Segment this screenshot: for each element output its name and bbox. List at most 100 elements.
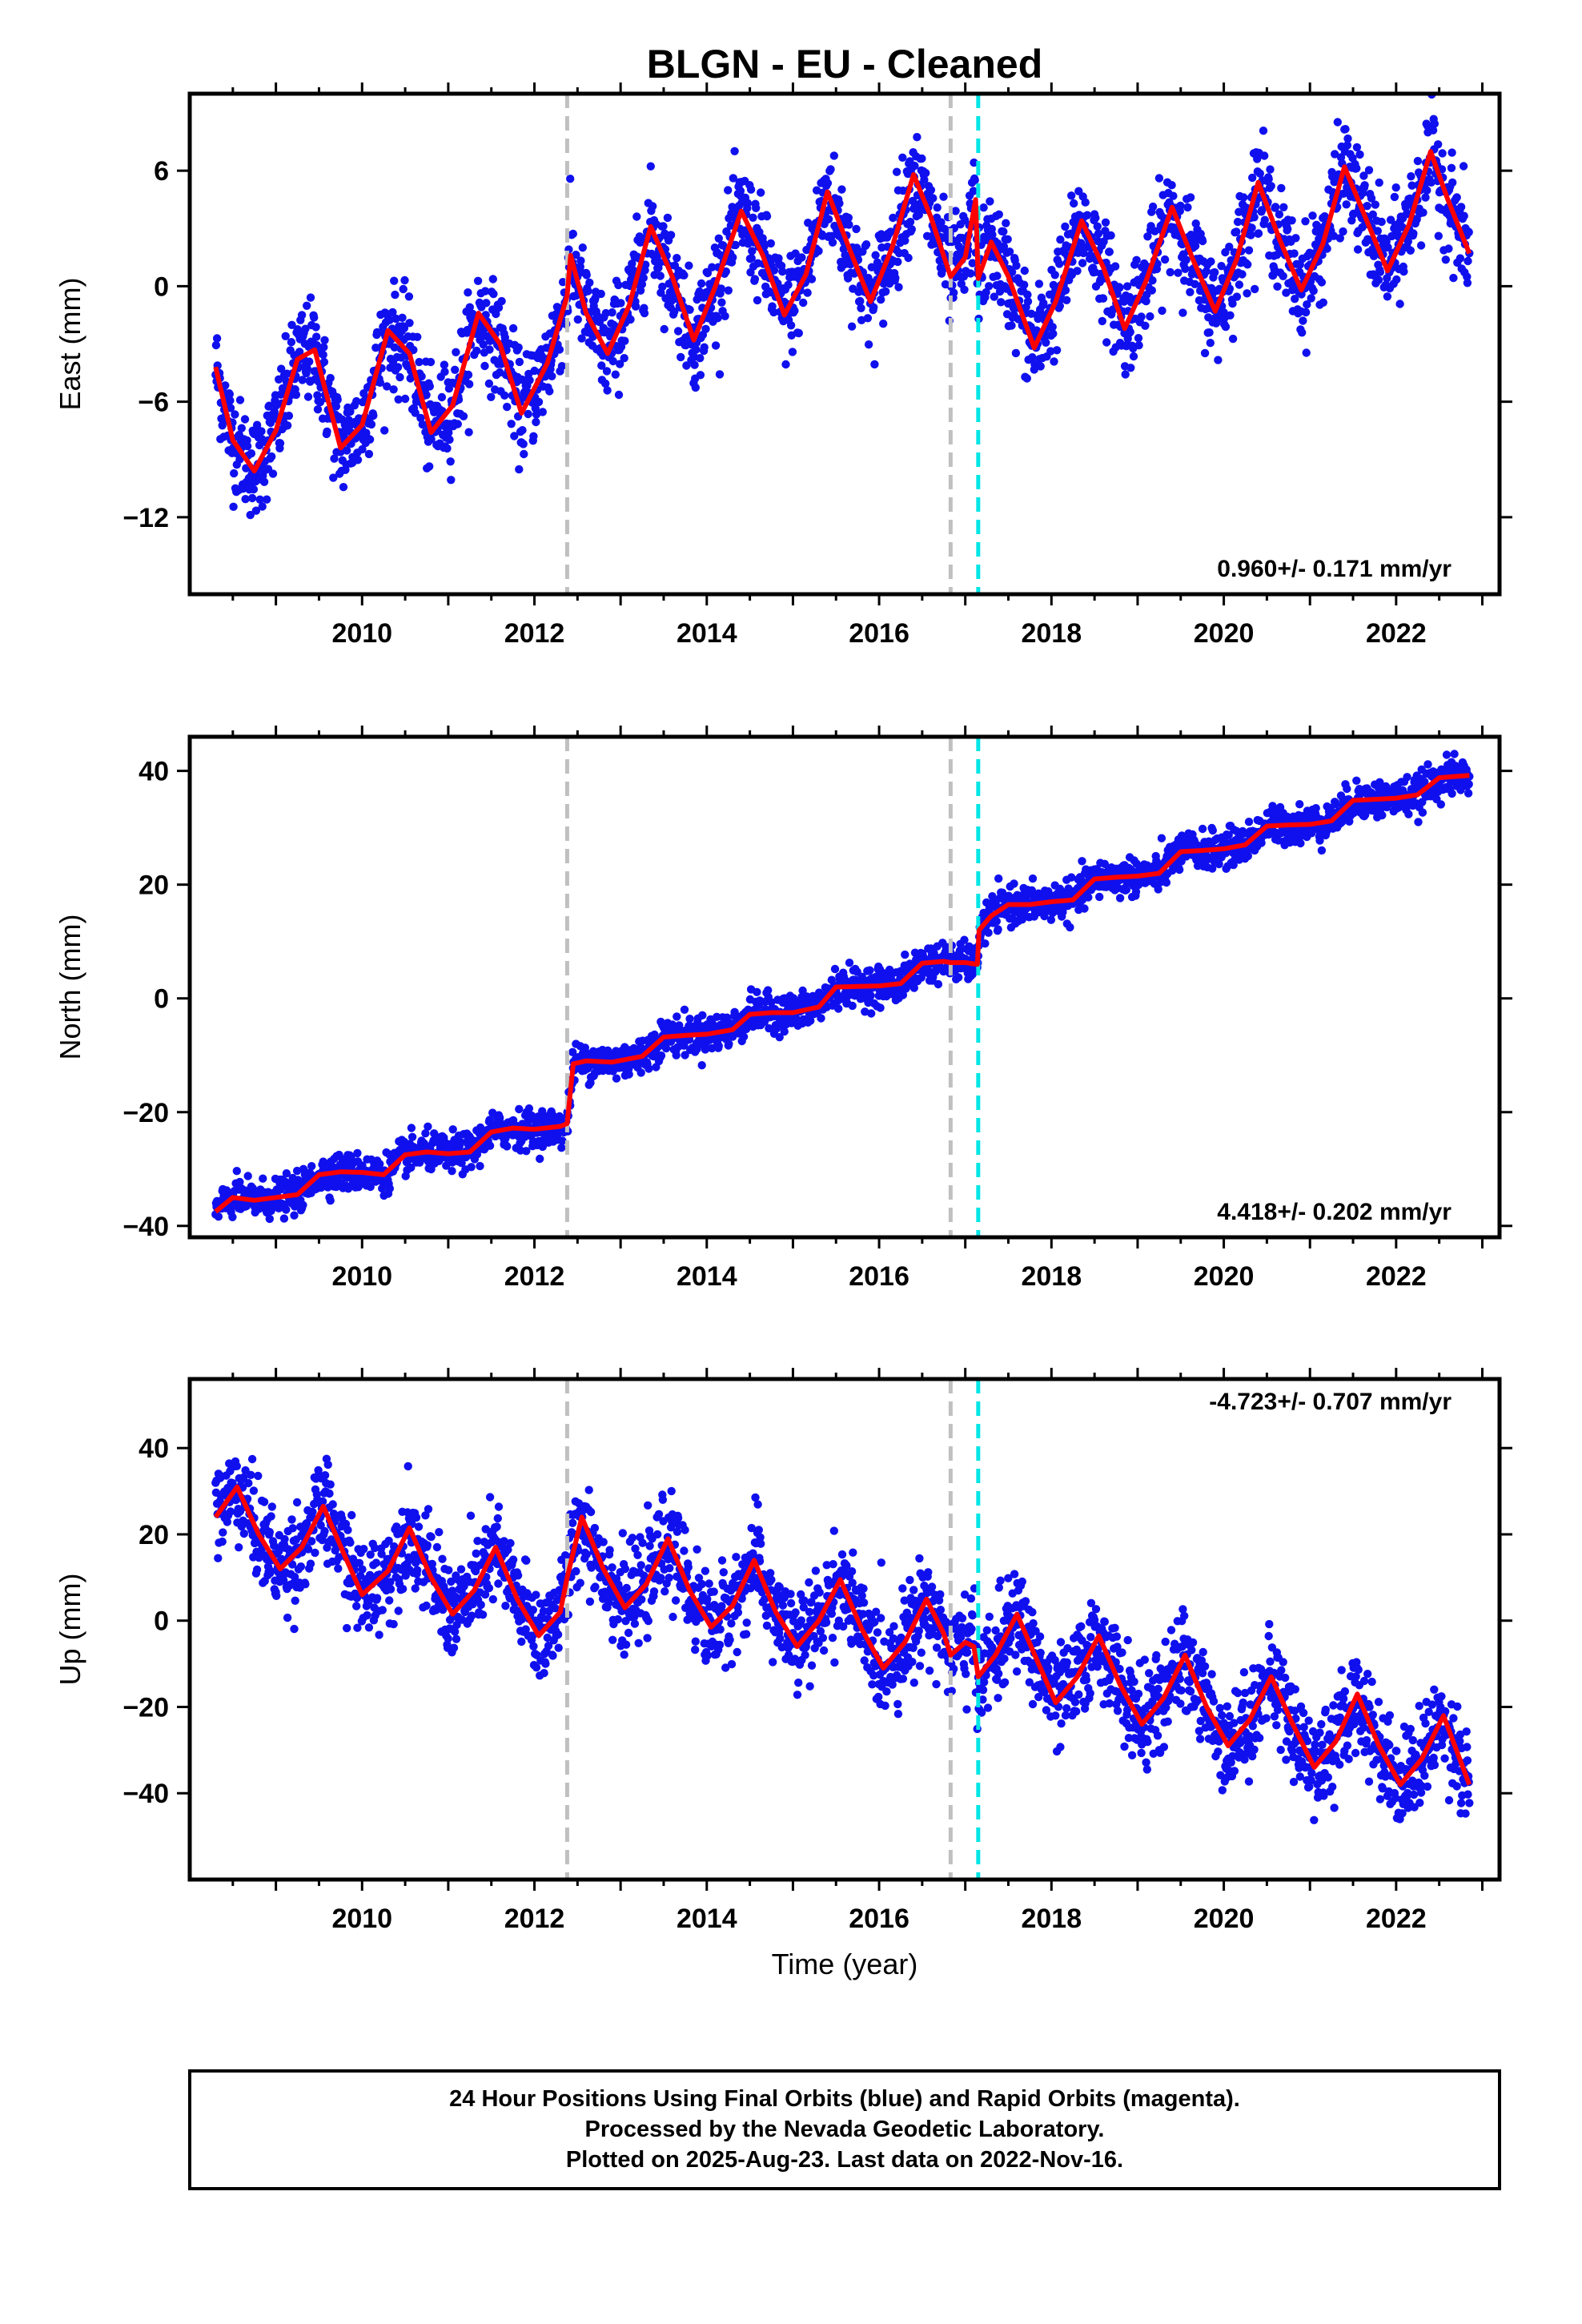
data-point xyxy=(291,390,301,400)
data-point xyxy=(444,428,453,437)
data-point xyxy=(226,396,235,405)
data-point xyxy=(999,227,1008,236)
data-point xyxy=(1094,229,1103,238)
data-point xyxy=(508,324,518,333)
data-point xyxy=(1073,267,1082,275)
data-point xyxy=(1067,873,1076,882)
data-point xyxy=(1102,338,1111,347)
data-point xyxy=(926,186,936,195)
data-point xyxy=(898,186,908,195)
data-point xyxy=(1191,279,1199,288)
data-point xyxy=(1132,255,1141,264)
data-point xyxy=(1459,162,1468,171)
data-point xyxy=(937,218,946,227)
data-point xyxy=(1198,236,1207,246)
data-point xyxy=(287,320,296,329)
data-point xyxy=(1333,118,1343,127)
data-point xyxy=(1010,879,1018,888)
data-point xyxy=(730,147,739,155)
data-point xyxy=(1395,300,1404,308)
data-point xyxy=(847,322,857,331)
data-point xyxy=(1448,178,1457,187)
data-point xyxy=(631,302,640,311)
data-point xyxy=(1122,282,1132,291)
data-point xyxy=(857,304,865,312)
data-point xyxy=(685,305,694,314)
data-point xyxy=(1093,222,1102,231)
data-point xyxy=(877,295,885,304)
data-point xyxy=(752,203,761,212)
data-point xyxy=(1427,80,1435,88)
data-point xyxy=(415,357,424,367)
data-point xyxy=(766,239,775,248)
data-point xyxy=(1122,885,1131,895)
x-tick-label: 2018 xyxy=(1021,618,1082,649)
data-point xyxy=(1176,201,1185,211)
data-point xyxy=(1181,264,1190,273)
data-point xyxy=(519,440,528,448)
data-point xyxy=(237,424,246,432)
data-point xyxy=(1244,817,1254,826)
data-point xyxy=(305,357,314,366)
data-point xyxy=(1317,278,1327,287)
data-point xyxy=(522,1147,531,1156)
data-point xyxy=(367,420,376,429)
data-point xyxy=(960,935,969,944)
data-point xyxy=(301,324,310,333)
data-point xyxy=(1233,217,1243,227)
data-point xyxy=(1146,312,1154,321)
data-point xyxy=(982,287,990,297)
data-point xyxy=(529,432,538,440)
data-point xyxy=(1205,328,1214,337)
data-point xyxy=(371,344,380,352)
data-point xyxy=(812,186,821,195)
data-point xyxy=(555,345,564,354)
data-point xyxy=(1126,328,1134,336)
data-point xyxy=(614,280,623,290)
data-point xyxy=(1449,273,1458,283)
data-point xyxy=(714,234,723,243)
data-point xyxy=(767,998,776,1007)
data-point xyxy=(901,236,909,245)
data-point xyxy=(416,413,425,423)
data-point xyxy=(277,364,286,373)
data-point xyxy=(1375,178,1383,187)
data-point xyxy=(1148,276,1157,285)
data-point xyxy=(1081,198,1090,207)
data-point xyxy=(464,428,473,436)
data-point xyxy=(464,370,473,380)
data-point xyxy=(407,1163,416,1172)
data-point xyxy=(385,1184,394,1193)
data-point xyxy=(557,362,567,371)
data-point xyxy=(1367,194,1376,203)
data-point xyxy=(1464,256,1472,266)
data-point xyxy=(214,1212,223,1221)
data-point xyxy=(1374,275,1383,284)
data-point xyxy=(1341,125,1350,134)
data-point xyxy=(388,308,397,317)
data-point xyxy=(425,382,434,391)
data-point xyxy=(981,939,990,948)
data-point xyxy=(844,213,853,223)
data-point xyxy=(939,192,948,201)
y-tick-label: −6 xyxy=(138,388,169,418)
data-point xyxy=(731,240,740,250)
data-point xyxy=(970,158,978,167)
data-point xyxy=(1267,182,1275,191)
data-point xyxy=(1308,211,1317,220)
data-point xyxy=(292,1166,302,1176)
data-point xyxy=(265,1214,274,1224)
data-point xyxy=(353,456,363,464)
data-point xyxy=(1352,143,1362,152)
data-point xyxy=(1143,232,1152,241)
data-point xyxy=(310,313,319,322)
data-point xyxy=(228,1212,237,1222)
data-point xyxy=(1296,838,1305,848)
data-point xyxy=(510,432,519,440)
data-point xyxy=(1403,237,1413,246)
data-point xyxy=(282,1205,291,1214)
data-point xyxy=(525,376,534,384)
data-point xyxy=(999,242,1009,251)
data-point xyxy=(1056,235,1065,244)
data-point xyxy=(1238,270,1247,279)
